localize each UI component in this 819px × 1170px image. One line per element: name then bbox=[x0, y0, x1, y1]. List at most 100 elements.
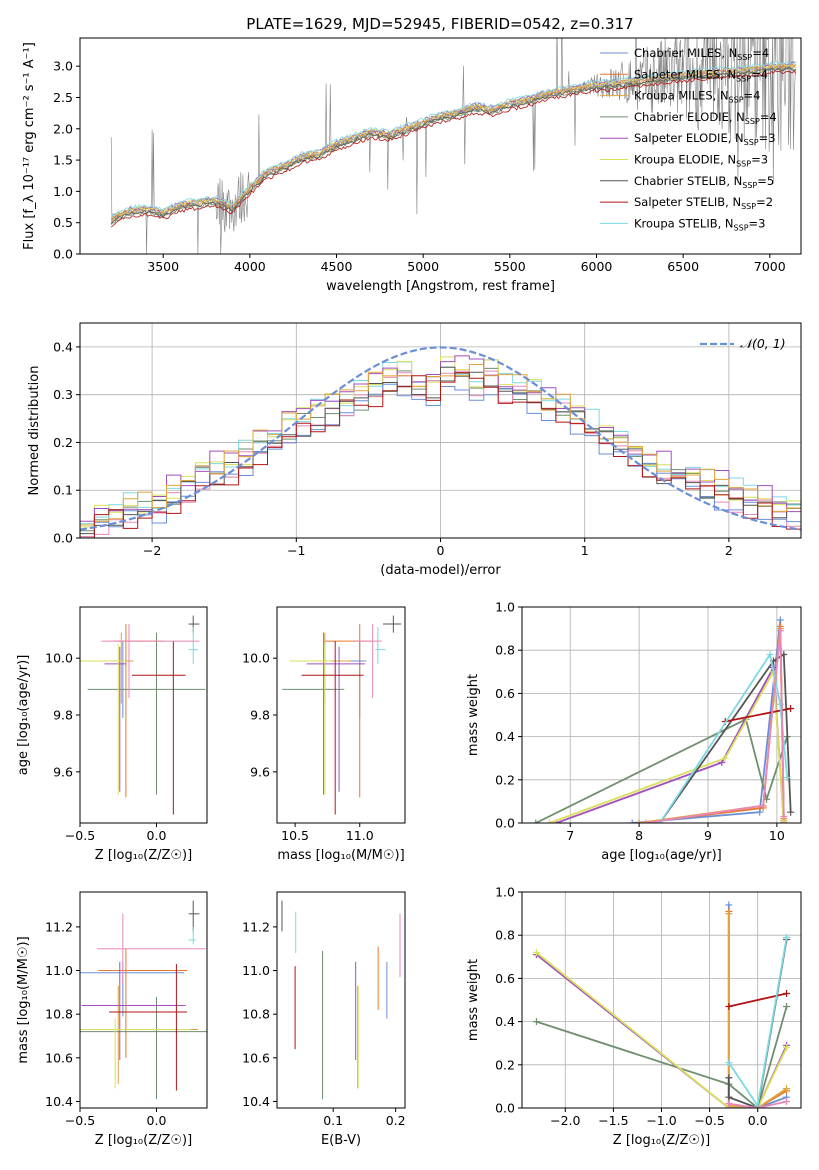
errorbar-point bbox=[96, 913, 206, 984]
plot-area bbox=[80, 607, 207, 823]
y-axis-label: age [log₁₀(age/yr)] bbox=[16, 655, 31, 776]
y-tick-label: 0.4 bbox=[495, 1014, 515, 1029]
plot-content bbox=[80, 900, 207, 1100]
legend-text: Kroupa MILES, N bbox=[634, 89, 729, 103]
axes-frame bbox=[521, 606, 802, 824]
weight-marker bbox=[721, 754, 729, 762]
weight-line bbox=[659, 652, 792, 823]
y-tick-label: 1.0 bbox=[53, 184, 73, 199]
x-tick-label: 0 bbox=[437, 543, 445, 558]
legend-text: Chabrier MILES, N bbox=[634, 46, 737, 60]
legend-subscript: SSP bbox=[741, 202, 756, 211]
legend-subscript: SSP bbox=[745, 117, 760, 126]
y-axis-label: mass [log₁₀(M/M☉)] bbox=[16, 936, 31, 1063]
legend-text: Kroupa ELODIE, N bbox=[634, 153, 736, 167]
y-tick-label: 0.1 bbox=[53, 483, 73, 498]
legend-label: Chabrier ELODIE, NSSP=4 bbox=[634, 110, 777, 126]
errorbar-point bbox=[383, 615, 402, 633]
legend-subscript: SSP bbox=[737, 53, 752, 62]
legend-subscript: SSP bbox=[736, 74, 751, 83]
y-tick-label: 11.2 bbox=[242, 919, 270, 934]
errorbar-point bbox=[80, 996, 207, 1100]
weight-marker bbox=[725, 1074, 733, 1082]
x-axis-label: (data-model)/error bbox=[380, 563, 501, 578]
legend-subscript: SSP bbox=[734, 223, 749, 232]
errorbar-point bbox=[188, 626, 198, 664]
axes-mass-vs-Z: −0.5 0.0 10.4 10.6 10.8 11.0 11.2 Z [log₁₀(Z/Z☉… bbox=[16, 891, 208, 1148]
y-tick-label: 9.6 bbox=[250, 764, 270, 779]
axes-age-vs-mass: 10.5 11.0 9.6 9.8 10.0 mass [log₁₀(M/M☉)] bbox=[242, 606, 406, 863]
axes-residuals: −2 −1 0 1 2 0.0 0.1 0.2 0.3 0.4 (data-model)/error… bbox=[27, 322, 802, 578]
x-tick-label: 0.1 bbox=[323, 1113, 343, 1128]
weight-marker bbox=[754, 1104, 762, 1108]
y-tick-label: 0.6 bbox=[495, 971, 515, 986]
y-tick-label: 10.8 bbox=[45, 1007, 73, 1022]
legend-text: Salpeter MILES, N bbox=[634, 67, 736, 81]
x-axis-label: Z [log₁₀(Z/Z☉)] bbox=[613, 1133, 710, 1148]
weight-marker bbox=[783, 1002, 791, 1010]
y-tick-label: 2.5 bbox=[53, 90, 73, 105]
legend-value: =3 bbox=[749, 216, 766, 230]
plot-area bbox=[80, 892, 207, 1108]
legend-label: 𝒩(0, 1) bbox=[740, 336, 786, 351]
axes-frame bbox=[79, 891, 208, 1109]
errorbar-point bbox=[306, 646, 365, 792]
x-tick-label: −2 bbox=[143, 543, 161, 558]
y-tick-label: 0.2 bbox=[495, 1057, 515, 1072]
legend-text: Salpeter STELIB, N bbox=[634, 195, 741, 209]
x-axis-label: E(B-V) bbox=[321, 1133, 361, 1148]
weight-marker bbox=[546, 819, 554, 823]
legend-label: Salpeter MILES, NSSP=4 bbox=[634, 67, 768, 83]
errorbar-point bbox=[87, 632, 206, 795]
plot-content bbox=[80, 615, 206, 815]
x-tick-label: 0.0 bbox=[147, 828, 167, 843]
weight-marker bbox=[783, 933, 791, 941]
x-axis-label: Z [log₁₀(Z/Z☉)] bbox=[95, 1133, 192, 1148]
legend-value: =4 bbox=[760, 110, 777, 124]
y-tick-label: 0.0 bbox=[495, 816, 515, 831]
weight-marker bbox=[725, 1002, 733, 1010]
y-tick-label: 0.5 bbox=[53, 215, 73, 230]
y-tick-label: 9.8 bbox=[250, 708, 270, 723]
y-tick-label: 10.4 bbox=[45, 1094, 73, 1109]
weight-marker bbox=[725, 1100, 733, 1108]
weight-marker bbox=[642, 819, 650, 823]
y-tick-label: 0.0 bbox=[495, 1101, 515, 1116]
x-tick-label: 6000 bbox=[581, 259, 613, 274]
weight-marker bbox=[756, 808, 764, 816]
y-tick-label: 0.0 bbox=[53, 247, 73, 262]
legend-subscript: SSP bbox=[742, 181, 757, 190]
x-tick-label: 4000 bbox=[234, 259, 266, 274]
weight-marker bbox=[783, 1085, 791, 1093]
errorbar-point bbox=[375, 626, 386, 664]
weight-marker bbox=[532, 948, 540, 956]
axes-frame bbox=[79, 37, 802, 255]
plot-area bbox=[277, 892, 405, 1108]
axes-weight-vs-Z: −2.0 −1.5 −1.0 −0.5 0.0 0.0 0.2 0.4 0.6 0.8 1.0 Z [… bbox=[466, 885, 802, 1148]
x-tick-label: 5500 bbox=[494, 259, 526, 274]
y-tick-label: 0.6 bbox=[495, 686, 515, 701]
plot-content bbox=[532, 616, 795, 823]
y-tick-label: 10.6 bbox=[242, 1050, 270, 1065]
x-tick-label: −0.5 bbox=[65, 1113, 95, 1128]
legend-value: =3 bbox=[759, 131, 776, 145]
residual-histogram bbox=[80, 364, 801, 526]
x-tick-label: 4500 bbox=[321, 259, 353, 274]
legend-text: Salpeter ELODIE, N bbox=[634, 131, 744, 145]
weight-line bbox=[536, 1006, 788, 1108]
axes-mass-vs-ebv: 0.1 0.2 10.4 10.6 10.8 11.0 11.2 E(B-V) bbox=[242, 891, 406, 1148]
legend-label: Salpeter STELIB, NSSP=2 bbox=[634, 195, 773, 211]
legend-value: =2 bbox=[756, 195, 773, 209]
errorbar-point bbox=[354, 624, 382, 698]
weight-marker bbox=[725, 901, 733, 909]
weight-line bbox=[535, 951, 788, 1108]
x-axis-label: age [log₁₀(age/yr)] bbox=[601, 848, 722, 863]
weight-marker bbox=[780, 813, 788, 821]
weight-line bbox=[645, 630, 785, 823]
weight-marker bbox=[766, 651, 774, 659]
axes-frame bbox=[276, 891, 406, 1109]
errorbar-point bbox=[81, 961, 186, 1060]
x-tick-label: 10.5 bbox=[281, 828, 309, 843]
y-tick-label: 1.5 bbox=[53, 153, 73, 168]
